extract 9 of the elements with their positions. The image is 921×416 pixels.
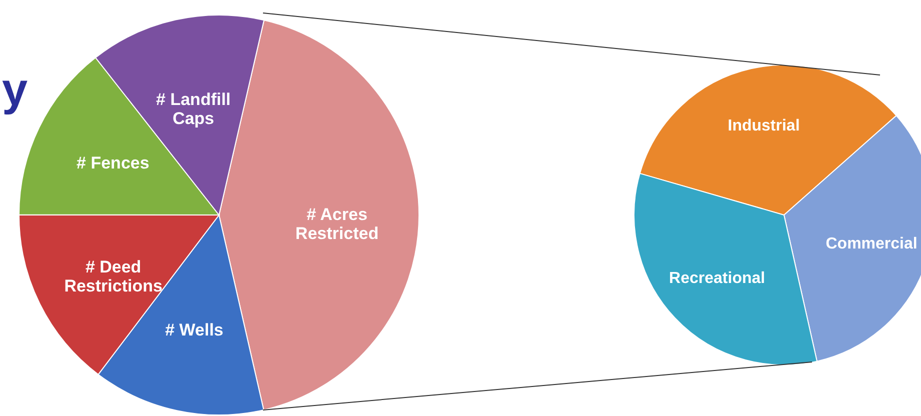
slice-label: Recreational (669, 270, 766, 288)
slice-label: # Acres Restricted (295, 205, 379, 244)
slice-label: # Deed Restrictions (64, 257, 162, 296)
text: y (2, 62, 28, 116)
slice-label: Industrial (728, 117, 800, 134)
slice-label: # Fences (76, 153, 150, 172)
slice-label: # Wells (165, 320, 224, 340)
slice-label: Commercial (826, 235, 918, 252)
slice-label: # Landfill Caps (156, 90, 231, 128)
